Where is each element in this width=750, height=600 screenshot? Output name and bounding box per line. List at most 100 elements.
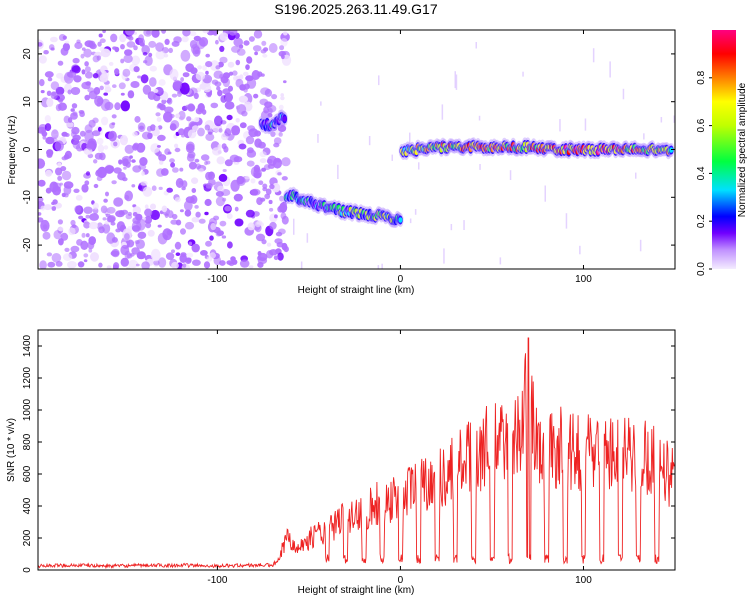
noise-blob (137, 231, 147, 239)
noise-blob (144, 204, 149, 209)
noise-blob (106, 265, 112, 269)
noise-blob (211, 79, 219, 85)
noise-blob (97, 166, 107, 179)
noise-blob (127, 211, 132, 216)
noise-blob (57, 175, 63, 181)
noise-blob (248, 36, 255, 42)
noise-blob (38, 212, 42, 216)
noise-streak (441, 104, 444, 120)
noise-blob (146, 125, 153, 132)
noise-blob (280, 96, 285, 101)
noise-blob (39, 260, 47, 269)
noise-blob (92, 55, 100, 63)
noise-blob (227, 241, 233, 249)
noise-blob (114, 102, 121, 111)
noise-blob (101, 116, 109, 126)
snr-x-axis-label: Height of straight line (km) (298, 585, 415, 596)
noise-blob (254, 130, 261, 137)
noise-blob (85, 143, 95, 150)
noise-blob (71, 103, 78, 109)
noise-blob (94, 95, 104, 107)
noise-blob (150, 248, 161, 262)
noise-blob (154, 126, 159, 131)
x-tick-label: 100 (575, 575, 592, 586)
noise-blob (205, 53, 210, 58)
noise-streak (300, 261, 303, 269)
noise-blob (201, 154, 210, 161)
noise-streak (544, 185, 546, 202)
noise-blob (166, 229, 173, 236)
noise-streak (368, 136, 371, 146)
noise-blob (209, 252, 216, 259)
noise-blob (47, 77, 53, 82)
noise-blob (157, 224, 162, 228)
noise-blob (216, 156, 225, 165)
noise-blob (83, 259, 88, 263)
noise-streak (317, 134, 319, 143)
noise-blob (126, 41, 136, 48)
noise-blob (182, 72, 190, 78)
ridge-point (398, 217, 403, 223)
noise-blob (81, 232, 86, 238)
noise-blob (221, 235, 227, 239)
noise-blob (205, 70, 209, 75)
noise-blob (205, 61, 213, 68)
noise-blob (208, 131, 213, 135)
noise-blob (179, 209, 184, 213)
noise-blob (276, 242, 284, 248)
noise-blob (98, 33, 103, 38)
noise-blob (120, 92, 125, 96)
noise-streak (293, 218, 295, 235)
y-tick-label: 1200 (22, 366, 33, 389)
noise-streak (463, 220, 465, 230)
noise-blob (89, 213, 99, 221)
noise-blob (194, 49, 200, 54)
noise-blob (83, 221, 91, 229)
noise-blob (157, 125, 163, 130)
noise-blob (111, 237, 118, 243)
noise-blob (259, 151, 267, 158)
noise-blob (113, 197, 124, 207)
noise-blob (224, 205, 232, 212)
noise-blob (104, 165, 114, 174)
noise-blob (161, 99, 167, 105)
noise-blob (277, 252, 284, 261)
noise-blob (55, 261, 63, 267)
noise-blob (80, 53, 85, 59)
noise-blob (38, 126, 47, 134)
noise-blob (93, 183, 99, 189)
noise-blob (198, 218, 206, 224)
noise-streak (609, 61, 611, 78)
noise-blob (173, 36, 182, 44)
noise-blob (144, 55, 153, 66)
noise-blob (159, 160, 164, 165)
noise-blob (171, 261, 179, 269)
y-tick-label: 20 (22, 48, 33, 60)
noise-blob (97, 41, 102, 47)
noise-blob (140, 74, 149, 84)
snr-y-axis-label: SNR (10 * v/v) (6, 418, 17, 482)
noise-blob (43, 50, 49, 55)
noise-blob (62, 253, 73, 261)
noise-blob (226, 213, 233, 220)
noise-blob (151, 185, 157, 191)
noise-blob (84, 94, 90, 101)
noise-blob (279, 195, 285, 202)
noise-blob (141, 171, 145, 176)
noise-streak (443, 248, 445, 264)
noise-blob (188, 161, 197, 170)
noise-blob (261, 40, 267, 46)
noise-blob (179, 82, 190, 95)
noise-blob (132, 217, 141, 224)
noise-blob (128, 259, 139, 269)
noise-blob (136, 251, 146, 260)
y-tick-label: 1400 (22, 334, 33, 357)
noise-blob (123, 166, 127, 170)
noise-blob (83, 206, 93, 214)
noise-blob (131, 225, 141, 232)
noise-blob (248, 265, 254, 269)
noise-blob (210, 223, 217, 231)
noise-streak (478, 115, 481, 121)
noise-blob (90, 252, 99, 262)
noise-blob (119, 33, 127, 43)
